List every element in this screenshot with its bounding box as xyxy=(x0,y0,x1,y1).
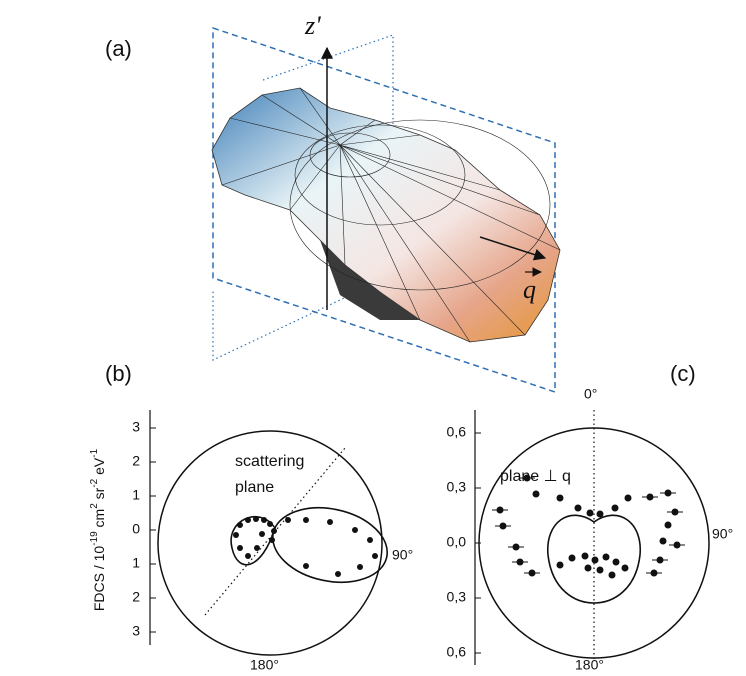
y-tick-label: 0,6 xyxy=(447,644,467,660)
panel-a: (a) z' q xyxy=(105,11,560,392)
y-tick-label: 0,0 xyxy=(447,534,467,550)
y-tick-label: 3 xyxy=(132,623,140,639)
recoil-lobe xyxy=(266,498,394,593)
angle-label: 90° xyxy=(392,547,413,563)
y-tick-label: 2 xyxy=(132,453,140,469)
label-part: sr xyxy=(91,487,107,503)
superscript: -19 xyxy=(89,531,100,546)
y-ticks: 3 2 1 0 1 2 3 xyxy=(132,419,156,639)
y-tick-label: 1 xyxy=(132,555,140,571)
label-part: FDCS / 10 xyxy=(91,546,107,612)
z-axis-label: z' xyxy=(304,11,321,40)
label-part: eV xyxy=(91,457,107,479)
angle-label: 0° xyxy=(584,386,597,402)
figure: (a) z' q (b) 3 2 1 0 1 2 3 FDCS / 10-19 cm 2 sr… xyxy=(0,0,746,676)
angle-label: 180° xyxy=(250,657,279,673)
y-tick-label: 1 xyxy=(132,487,140,503)
y-tick-label: 2 xyxy=(132,589,140,605)
annotation: plane xyxy=(235,479,274,496)
annotation: plane ⊥ q xyxy=(500,468,571,485)
y-tick-label: 0,3 xyxy=(447,589,467,605)
superscript: -1 xyxy=(89,448,100,457)
panel-label: (c) xyxy=(670,361,696,386)
y-ticks: 0,6 0,3 0,0 0,3 0,6 xyxy=(447,424,481,660)
panel-label: (b) xyxy=(105,361,132,386)
y-tick-label: 0,3 xyxy=(447,479,467,495)
data-points xyxy=(233,516,378,577)
y-tick-label: 0 xyxy=(132,521,140,537)
angle-label: 90° xyxy=(712,526,733,542)
panel-c: (c) 0,6 0,3 0,0 0,3 0,6 plane ⊥ q 0° 90° 180… xyxy=(447,361,734,673)
y-axis-label: FDCS / 10-19 cm2 sr-2 eV-1 xyxy=(89,448,107,611)
angle-label: 180° xyxy=(575,657,604,673)
panel-label: (a) xyxy=(105,36,132,61)
label-part: cm xyxy=(91,509,107,532)
y-tick-label: 3 xyxy=(132,419,140,435)
annotation: scattering xyxy=(235,453,304,470)
y-tick-label: 0,6 xyxy=(447,424,467,440)
q-label: q xyxy=(523,275,536,304)
data-points xyxy=(492,475,685,578)
